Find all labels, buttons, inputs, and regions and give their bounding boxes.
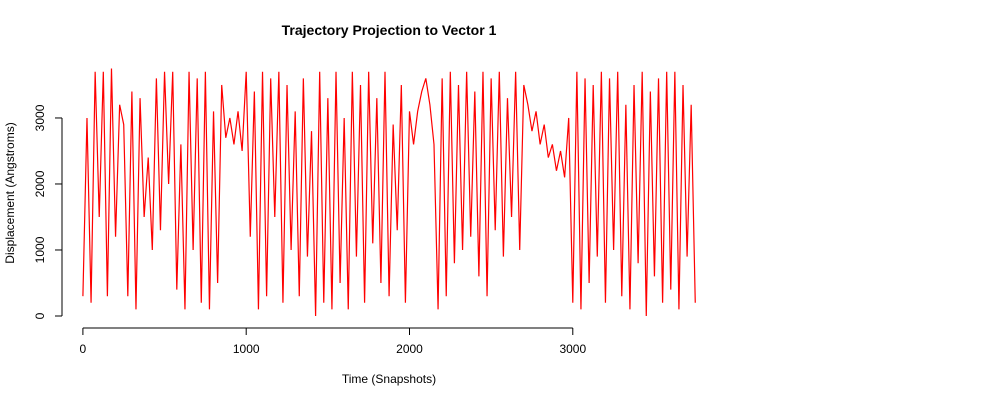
y-tick-label: 3000 (33, 104, 47, 131)
y-axis-label: Displacement (Angstroms) (3, 122, 17, 263)
x-tick-label: 2000 (396, 342, 423, 356)
y-tick-label: 1000 (33, 236, 47, 263)
data-line (82, 68, 696, 317)
chart-title: Trajectory Projection to Vector 1 (282, 22, 497, 38)
y-tick-label: 2000 (33, 170, 47, 197)
x-tick-label: 0 (80, 342, 87, 356)
x-tick-label: 3000 (559, 342, 586, 356)
x-axis-label: Time (Snapshots) (342, 372, 436, 386)
x-tick-label: 1000 (233, 342, 260, 356)
y-tick-label: 0 (33, 312, 47, 319)
